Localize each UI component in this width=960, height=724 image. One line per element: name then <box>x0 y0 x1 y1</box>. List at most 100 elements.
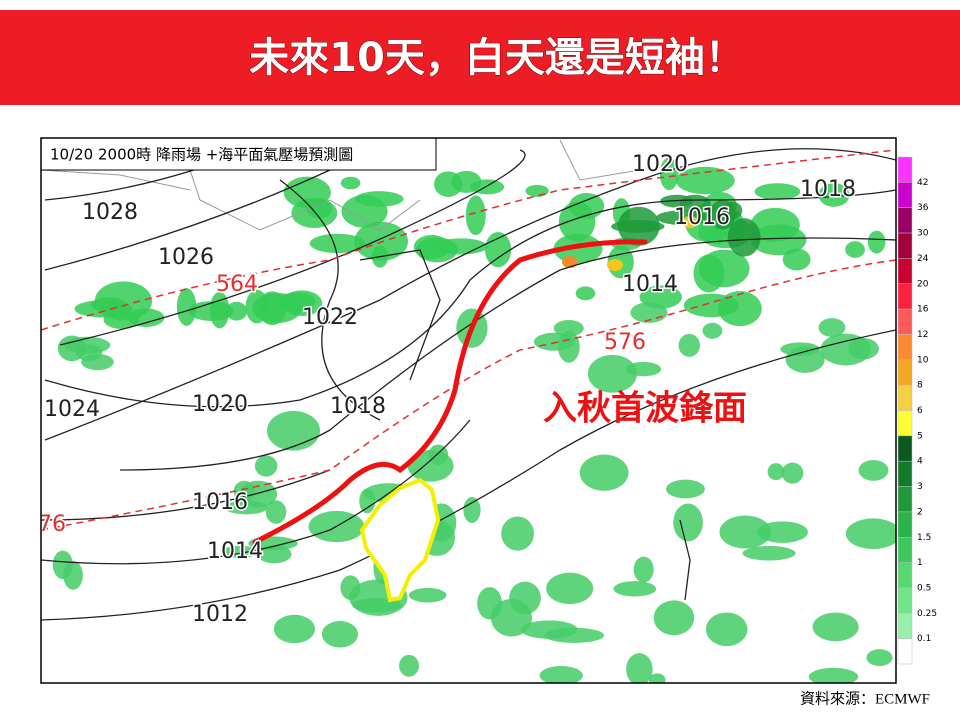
rain-area <box>91 297 127 312</box>
rain-area <box>675 166 735 195</box>
rain-area <box>845 241 865 258</box>
legend-label: 24 <box>917 254 929 264</box>
rain-area <box>340 575 361 600</box>
rain-area <box>309 233 366 254</box>
rain-area <box>354 221 408 261</box>
rain-area <box>252 292 302 324</box>
rain-area <box>558 201 596 242</box>
legend-swatch <box>897 613 913 639</box>
isobar-label: 1014 <box>207 539 263 564</box>
rain-area <box>63 560 83 590</box>
heavy-rain <box>607 259 623 271</box>
rain-area <box>265 500 287 524</box>
rain-area <box>625 361 662 377</box>
rain-area <box>673 503 703 542</box>
rain-area <box>341 195 388 228</box>
rain-area <box>176 288 197 326</box>
rain-area <box>717 290 762 327</box>
rain-area <box>408 587 447 603</box>
rain-area <box>780 342 821 356</box>
rain-area <box>666 479 705 499</box>
rain-area <box>226 301 248 321</box>
legend: 42 36 30 24 20 16 12 10 8 6 5 4 3 2 1.5 1 0.5 0.25 0.1 <box>897 156 937 665</box>
rain-area <box>579 454 629 491</box>
rain-area <box>553 233 603 264</box>
legend-swatch <box>897 486 913 513</box>
isobar-label: 1018 <box>800 177 856 202</box>
legend-swatch <box>897 537 913 563</box>
legend-swatch <box>897 182 913 208</box>
rain-area <box>546 572 594 605</box>
rain-area <box>501 516 535 551</box>
rain-area <box>719 515 772 549</box>
isobar-label: 1016 <box>674 205 730 230</box>
legend-label: 3 <box>917 482 923 492</box>
rain-area <box>705 612 748 647</box>
rain-area <box>678 333 700 357</box>
slide-title: 未來10天，白天還是短袖！ <box>249 35 745 81</box>
legend-label: 2 <box>917 507 923 517</box>
rain-area <box>613 581 657 597</box>
isobar-label: 1026 <box>158 245 214 270</box>
isobar-label: 1018 <box>330 394 386 419</box>
isobar-label: 1020 <box>632 152 688 177</box>
rain-area <box>239 480 278 508</box>
legend-label: 16 <box>917 305 929 315</box>
rain-area <box>321 621 359 648</box>
rain-area <box>587 354 638 393</box>
legend-label: 0.25 <box>917 609 937 619</box>
legend-swatch <box>897 511 913 538</box>
legend-swatch <box>897 308 913 335</box>
rain-area <box>818 318 846 337</box>
rain-area <box>306 198 333 219</box>
rain-area <box>477 587 503 620</box>
rain-area <box>544 627 605 643</box>
rain-area <box>188 301 234 321</box>
rain-area <box>340 176 361 190</box>
legend-swatch <box>897 258 913 284</box>
legend-swatch <box>897 359 913 386</box>
legend-swatch <box>897 562 913 589</box>
taiwan-outline <box>359 477 441 603</box>
legend-label: 30 <box>917 229 929 239</box>
rain-area <box>266 410 321 451</box>
rain-area <box>750 207 800 242</box>
rain-area <box>626 653 653 683</box>
rain-area <box>698 249 750 288</box>
legend-label: 0.5 <box>917 583 931 593</box>
isobar-label: 1020 <box>192 392 248 417</box>
isobar-label: 1016 <box>192 490 248 515</box>
rain-area <box>812 612 859 642</box>
map: 1028 1026 1022 1024 1020 1018 1016 1014 1012 1020… <box>38 138 896 683</box>
map-frame <box>40 137 897 684</box>
legend-swatch <box>897 334 913 361</box>
legend-swatch <box>897 232 913 259</box>
rain-area <box>742 545 796 561</box>
legend-label: 12 <box>917 330 928 340</box>
rain-area <box>399 654 419 677</box>
rain-area <box>273 614 316 644</box>
rain-area <box>808 667 859 683</box>
isobar-label: 1014 <box>622 272 678 297</box>
legend-label: 5 <box>917 431 923 441</box>
isobar-label: 1028 <box>82 200 138 225</box>
front-annotation: 入秋首波鋒面 <box>543 389 747 429</box>
rain-area <box>727 218 761 257</box>
rain-area <box>127 308 165 327</box>
map-caption: 10/20 2000時 降雨場 +海平面氣壓場預測圖 <box>50 146 353 164</box>
rain-area <box>848 338 879 360</box>
legend-label: 20 <box>917 279 929 289</box>
rain-area <box>648 673 666 683</box>
height-label: 564 <box>216 272 258 297</box>
height-label: 76 <box>38 512 66 537</box>
legend-label: 1.5 <box>917 533 931 543</box>
rain-area <box>434 238 488 255</box>
legend-label: 42 <box>917 178 928 188</box>
rain-area <box>867 230 886 254</box>
legend-label: 0.1 <box>917 634 931 644</box>
rain-area <box>781 462 804 484</box>
legend-label: 10 <box>917 355 929 365</box>
legend-swatch <box>897 435 913 462</box>
rain-area <box>64 336 111 354</box>
rain-area <box>702 322 723 339</box>
